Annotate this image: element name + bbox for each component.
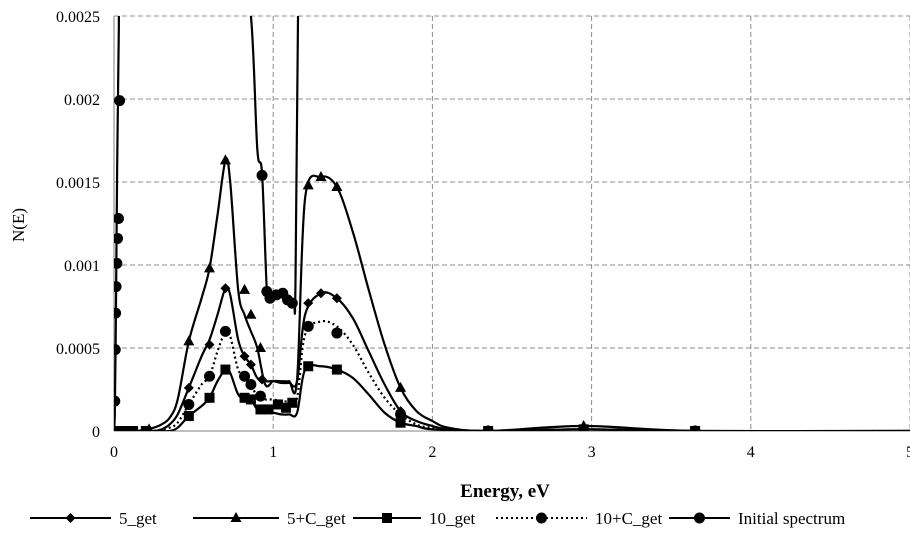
data-point-5-get (183, 382, 194, 393)
data-point-10-c-get (689, 425, 701, 431)
x-tick-label: 2 (428, 444, 436, 461)
data-point-10-get (395, 417, 406, 428)
data-point-10-c-get (183, 398, 195, 410)
data-point-10-get (287, 397, 298, 408)
data-point-initial-spectrum (114, 95, 126, 107)
legend-label: 10+C_get (595, 509, 662, 528)
series-line-10-get (114, 363, 910, 431)
data-point-10-c-get (245, 379, 257, 391)
data-point-10-get (255, 404, 266, 415)
legend-marker (65, 513, 76, 523)
data-point-10-get (128, 426, 139, 431)
x-tick-label: 5 (906, 444, 910, 461)
legend-item-initial-spectrum: Initial spectrum (669, 509, 845, 528)
data-point-5-c-get (331, 180, 343, 191)
data-point-10-get (183, 411, 194, 422)
x-tick-label: 0 (110, 444, 118, 461)
data-point-5-c-get (302, 179, 314, 190)
data-point-10-get (114, 426, 124, 431)
x-axis-title: Energy, eV (460, 481, 550, 502)
data-point-10-c-get (239, 370, 251, 382)
data-point-10-get (204, 392, 215, 403)
legend-marker (382, 513, 392, 523)
y-tick-label: 0.002 (64, 92, 100, 109)
data-point-10-get (120, 426, 131, 431)
y-tick-label: 0 (92, 424, 100, 441)
data-point-initial-spectrum (114, 395, 121, 407)
data-point-10-c-get (254, 390, 266, 402)
legend-label: 5+C_get (287, 509, 346, 528)
series-line-10-c-get (114, 319, 910, 431)
data-point-5-get (220, 283, 231, 294)
data-point-5-c-get (254, 342, 266, 352)
data-point-10-c-get (331, 327, 343, 339)
data-point-5-c-get (219, 154, 231, 165)
data-point-5-c-get (395, 381, 407, 392)
data-point-5-get (303, 298, 314, 309)
data-point-initial-spectrum (114, 307, 122, 319)
data-point-10-get (239, 392, 250, 403)
y-tick-label: 0.0015 (56, 175, 100, 192)
x-tick-label: 1 (269, 444, 277, 461)
data-point-initial-spectrum (114, 344, 121, 356)
legend-item-5-c-get: 5+C_get (193, 509, 346, 528)
series-line-5-c-get (114, 157, 910, 431)
legend-item-10-get: 10_get (353, 509, 476, 528)
y-axis-title: N(E) (9, 208, 28, 242)
data-point-10-get (331, 364, 342, 375)
data-point-5-get (239, 351, 250, 362)
data-point-10-get (220, 364, 231, 375)
legend-label: Initial spectrum (738, 509, 845, 528)
data-point-10-c-get (204, 370, 216, 382)
x-tick-label: 4 (747, 444, 755, 461)
series-line-initial-spectrum (114, 16, 300, 431)
legend-label: 10_get (429, 509, 476, 528)
data-point-initial-spectrum (114, 257, 123, 269)
data-point-5-c-get (245, 308, 257, 319)
marker-group (114, 95, 701, 431)
tick-labels: 0 0.0005 0.001 0.0015 0.002 0.0025 0 1 2 3 4 5 (56, 9, 910, 461)
data-point-initial-spectrum (286, 297, 298, 309)
y-tick-label: 0.001 (64, 258, 100, 275)
data-point-5-get (245, 359, 256, 370)
data-point-10-c-get (482, 425, 494, 431)
data-point-10-get (245, 394, 256, 405)
data-point-initial-spectrum (114, 281, 122, 293)
series-group (114, 16, 910, 431)
data-point-5-get (257, 374, 268, 385)
legend-marker (536, 512, 547, 524)
data-point-10-c-get (302, 320, 314, 332)
legend-marker (694, 512, 705, 524)
data-point-10-get (263, 404, 274, 415)
data-point-5-get (204, 339, 215, 350)
data-point-10-get (140, 426, 151, 431)
series-line-5-get (114, 285, 910, 431)
data-point-10-get (303, 361, 314, 372)
data-point-5-get (331, 293, 342, 304)
data-point-5-c-get (204, 262, 216, 273)
legend-item-10-c-get: 10+C_get (496, 509, 662, 528)
x-tick-label: 3 (588, 444, 596, 461)
data-point-10-get (280, 402, 291, 413)
legend: 5_get 5+C_get 10_get 10+C_get Initial spectr… (30, 509, 845, 528)
legend-label: 5_get (119, 509, 157, 528)
grid (114, 15, 910, 431)
data-point-5-c-get (239, 283, 251, 294)
data-point-10-c-get (395, 408, 407, 420)
y-tick-label: 0.0005 (56, 341, 100, 358)
legend-marker (230, 512, 242, 522)
data-point-5-c-get (183, 335, 195, 346)
data-point-initial-spectrum (114, 213, 124, 225)
data-point-initial-spectrum (114, 232, 124, 244)
y-tick-label: 0.0025 (56, 9, 100, 26)
data-point-initial-spectrum (256, 169, 268, 181)
data-point-10-c-get (578, 423, 590, 431)
legend-item-5-get: 5_get (30, 509, 157, 528)
data-point-5-get (315, 288, 326, 299)
data-point-10-get (272, 399, 283, 410)
data-point-10-c-get (219, 325, 231, 337)
data-point-5-c-get (315, 171, 327, 182)
